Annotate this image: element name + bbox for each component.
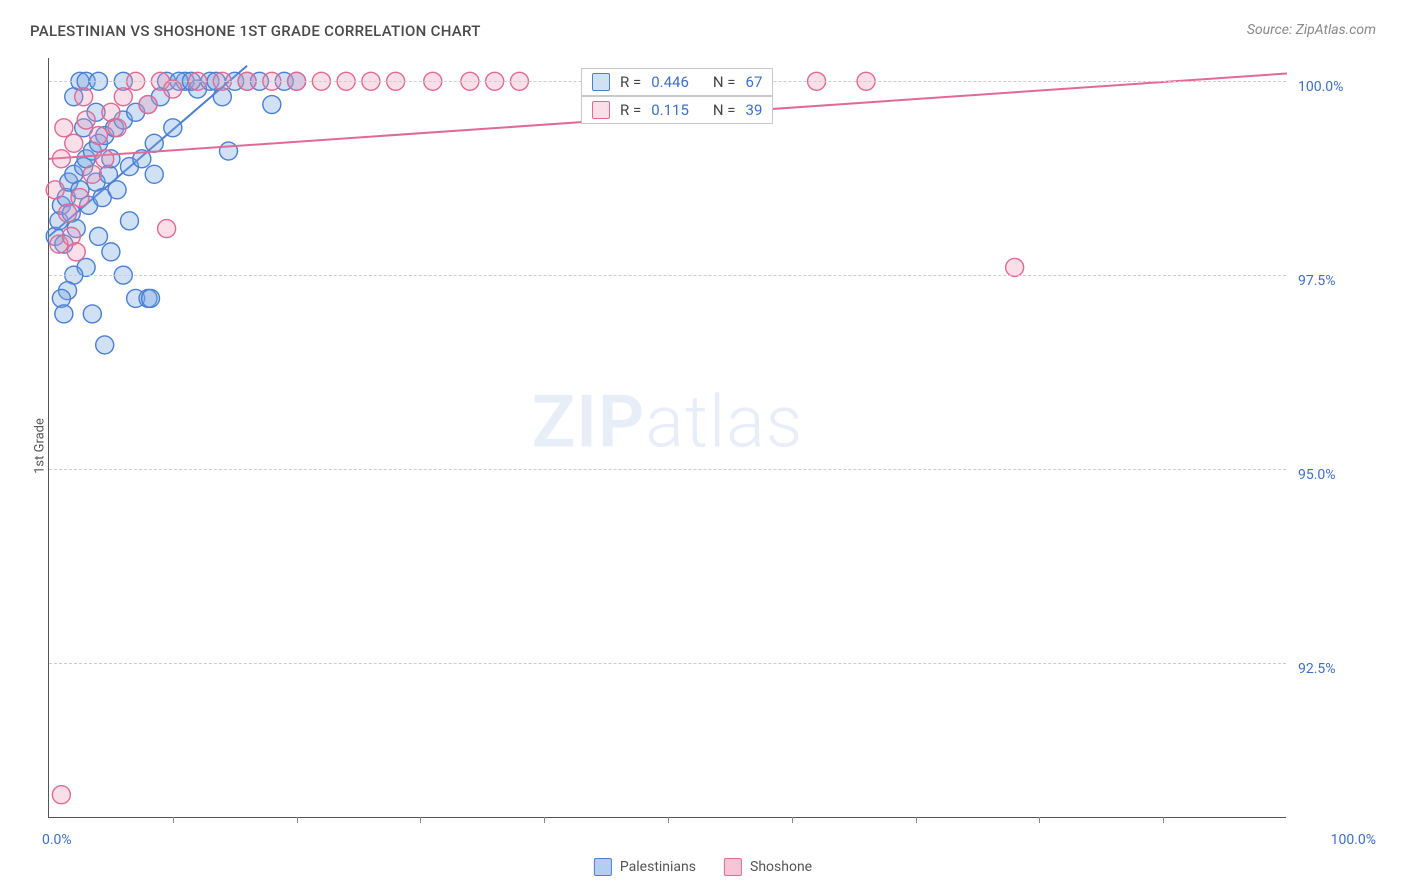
stat-r-value: 0.115	[651, 101, 689, 119]
data-point	[164, 80, 182, 98]
y-axis-label: 1st Grade	[32, 418, 47, 474]
y-tick-label: 95.0%	[1298, 467, 1336, 483]
y-tick-label: 92.5%	[1298, 661, 1336, 677]
data-point	[108, 181, 126, 199]
data-point	[220, 142, 238, 160]
data-point	[59, 204, 77, 222]
data-point	[83, 305, 101, 323]
gridline	[49, 469, 1286, 470]
x-tick	[544, 817, 545, 823]
data-point	[145, 165, 163, 183]
data-point	[77, 111, 95, 129]
legend-swatch-icon	[724, 858, 742, 876]
legend-item: Palestinians	[594, 858, 696, 876]
stat-r-label: R =	[620, 73, 641, 91]
x-tick	[173, 817, 174, 823]
gridline	[49, 275, 1286, 276]
stat-n-value: 67	[746, 73, 763, 91]
stat-r-label: R =	[620, 101, 641, 119]
legend-swatch-icon	[592, 73, 610, 91]
stat-n-label: N =	[713, 73, 736, 91]
x-tick	[297, 817, 298, 823]
data-point	[263, 96, 281, 114]
legend-label: Palestinians	[620, 859, 696, 875]
legend-swatch-icon	[592, 101, 610, 119]
data-point	[114, 88, 132, 106]
stat-n-label: N =	[713, 101, 736, 119]
data-point	[108, 119, 126, 137]
x-tick	[420, 817, 421, 823]
stats-box: R = 0.446 N = 67	[581, 68, 773, 96]
data-point	[96, 336, 114, 354]
x-tick	[668, 817, 669, 823]
data-point	[145, 134, 163, 152]
data-point	[52, 150, 70, 168]
data-point	[71, 189, 89, 207]
data-point	[139, 96, 157, 114]
data-point	[55, 305, 73, 323]
data-point	[67, 243, 85, 261]
y-tick-label: 97.5%	[1298, 273, 1336, 289]
data-point	[90, 227, 108, 245]
source-attribution: Source: ZipAtlas.com	[1247, 22, 1376, 38]
plot-area: ZIPatlas R =0.446N =67R =0.115N =39	[48, 58, 1286, 818]
chart-title: PALESTINIAN VS SHOSHONE 1ST GRADE CORREL…	[30, 22, 481, 40]
data-point	[55, 119, 73, 137]
data-point	[102, 243, 120, 261]
data-point	[65, 134, 83, 152]
x-tick	[1039, 817, 1040, 823]
x-tick	[1163, 817, 1164, 823]
scatter-svg	[49, 58, 1286, 817]
data-point	[46, 181, 64, 199]
legend-item: Shoshone	[724, 858, 812, 876]
data-point	[96, 150, 114, 168]
legend-swatch-icon	[594, 858, 612, 876]
data-point	[120, 212, 138, 230]
data-point	[75, 88, 93, 106]
x-axis-min-label: 0.0%	[42, 832, 72, 848]
x-tick	[916, 817, 917, 823]
gridline	[49, 663, 1286, 664]
data-point	[83, 165, 101, 183]
stat-r-value: 0.446	[651, 73, 689, 91]
y-tick-label: 100.0%	[1298, 79, 1343, 95]
stat-n-value: 39	[746, 101, 763, 119]
data-point	[158, 220, 176, 238]
legend: Palestinians Shoshone	[594, 858, 812, 876]
data-point	[1006, 258, 1024, 276]
data-point	[164, 119, 182, 137]
stats-box: R = 0.115 N = 39	[581, 96, 773, 124]
legend-label: Shoshone	[750, 859, 812, 875]
data-point	[142, 289, 160, 307]
x-tick	[792, 817, 793, 823]
data-point	[90, 127, 108, 145]
x-axis-max-label: 100.0%	[1331, 832, 1376, 848]
data-point	[52, 786, 70, 804]
